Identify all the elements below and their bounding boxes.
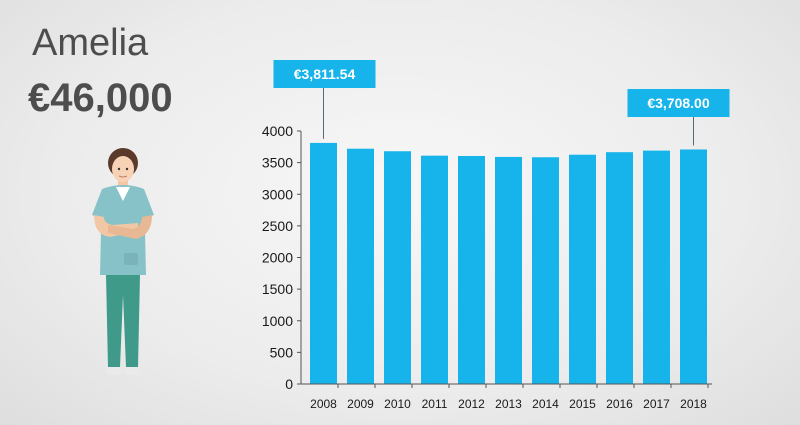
x-tick-label: 2018: [680, 397, 707, 411]
nurse-illustration: [92, 148, 154, 375]
bar-2010: [384, 151, 411, 384]
x-tick-label: 2010: [384, 397, 411, 411]
y-tick-label: 4000: [262, 123, 293, 139]
x-tick-label: 2014: [532, 397, 559, 411]
callout-label-2008: €3,811.54: [294, 66, 356, 82]
bar-2015: [569, 154, 596, 384]
bar-2012: [458, 155, 485, 384]
y-tick-label: 3000: [262, 186, 293, 202]
y-tick-label: 3500: [262, 155, 293, 171]
y-axis: 0 500 1000 1500 2000 2500 3000 3500 4000: [262, 123, 302, 392]
callout-box-2008: [273, 60, 376, 88]
x-tick-label: 2015: [569, 397, 596, 411]
x-tick-label: 2009: [347, 397, 374, 411]
bar-2014: [532, 157, 559, 384]
person-name: Amelia: [32, 22, 149, 64]
x-tick-label: 2011: [422, 397, 448, 411]
y-tick-label: 2500: [262, 218, 293, 234]
y-tick-label: 1000: [262, 313, 293, 329]
x-tick-label: 2017: [643, 397, 670, 411]
bars: [310, 142, 707, 384]
x-tick-label: 2008: [310, 397, 337, 411]
bar-2009: [347, 148, 374, 384]
y-tick-label: 0: [285, 376, 293, 392]
bar-2008: [310, 142, 337, 384]
bar-2016: [606, 152, 633, 384]
callout-box-2018: [627, 89, 730, 117]
person-salary: €46,000: [28, 76, 173, 120]
y-tick-label: 500: [270, 344, 294, 360]
x-tick-label: 2012: [458, 397, 485, 411]
y-tick-label: 1500: [262, 281, 293, 297]
bar-2017: [643, 150, 670, 384]
x-tick-label: 2013: [495, 397, 522, 411]
x-tick-label: 2016: [606, 397, 633, 411]
y-tick-label: 2000: [262, 250, 293, 266]
bar-2011: [421, 155, 448, 384]
bar-2013: [495, 156, 522, 384]
bar-2018: [680, 149, 707, 384]
x-axis: 2008 2009 2010 2011 2012 2013 2014 2015 2016 2017…: [301, 383, 712, 411]
callouts: €3,811.54 €3,708.00: [273, 60, 730, 146]
callout-label-2018: €3,708.00: [647, 95, 709, 111]
